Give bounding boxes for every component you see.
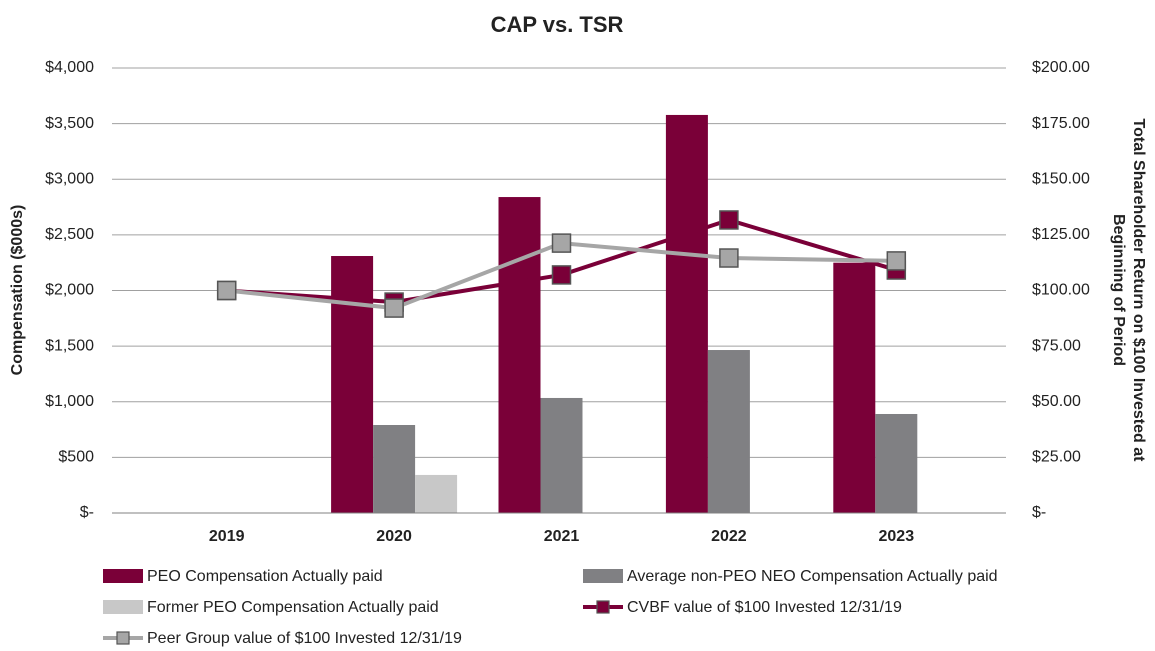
y-tick-label: $4,000 — [45, 59, 94, 76]
legend-swatch — [116, 631, 130, 645]
line-marker — [551, 265, 572, 285]
y-tick-label: $2,500 — [45, 226, 94, 243]
line-marker — [719, 210, 739, 230]
legend-swatch — [583, 569, 623, 583]
y2-tick-label: $50.00 — [1032, 393, 1081, 410]
legend-swatch — [103, 569, 143, 583]
bar — [707, 350, 750, 513]
legend-label: PEO Compensation Actually paid — [147, 568, 383, 585]
y2-tick-label: $125.00 — [1032, 226, 1090, 243]
line-marker — [216, 280, 237, 301]
legend-swatch — [103, 600, 143, 614]
legend-label: CVBF value of $100 Invested 12/31/19 — [627, 599, 902, 616]
bar — [331, 256, 374, 513]
bar — [665, 114, 708, 513]
legend-label: Former PEO Compensation Actually paid — [147, 599, 439, 616]
legend-label: Average non-PEO NEO Compensation Actuall… — [627, 568, 998, 585]
y2-tick-label: $25.00 — [1032, 449, 1081, 466]
x-tick-label: 2023 — [879, 528, 915, 545]
legend-swatch — [596, 600, 610, 614]
x-tick-label: 2022 — [711, 528, 747, 545]
legend-label: Peer Group value of $100 Invested 12/31/… — [147, 630, 462, 647]
y-tick-label: $3,000 — [45, 170, 94, 187]
y2-tick-label: $100.00 — [1032, 282, 1090, 299]
y-axis-title: Compensation ($000s) — [9, 205, 26, 376]
bar — [540, 397, 583, 513]
bar — [875, 413, 918, 513]
x-tick-label: 2020 — [376, 528, 412, 545]
y2-tick-label: $- — [1032, 504, 1046, 521]
chart-title: CAP vs. TSR — [491, 12, 624, 37]
bar — [833, 262, 876, 513]
y2-tick-label: $175.00 — [1032, 115, 1090, 132]
line-marker — [719, 248, 739, 268]
bar — [373, 425, 416, 513]
y-tick-label: $1,000 — [45, 393, 94, 410]
y-tick-label: $- — [80, 504, 94, 521]
y-tick-label: $3,500 — [45, 115, 94, 132]
bar — [415, 474, 458, 513]
y-tick-label: $1,500 — [45, 337, 94, 354]
y2-tick-label: $75.00 — [1032, 337, 1081, 354]
x-tick-label: 2019 — [209, 528, 245, 545]
line-marker — [384, 298, 404, 318]
line-marker — [886, 251, 907, 271]
y-tick-label: $2,000 — [45, 282, 94, 299]
y2-tick-label: $150.00 — [1032, 170, 1090, 187]
y2-axis-title: Beginning of Period — [1110, 214, 1127, 366]
y-tick-label: $500 — [58, 449, 94, 466]
y2-tick-label: $200.00 — [1032, 59, 1090, 76]
bar — [498, 197, 541, 514]
x-tick-label: 2021 — [544, 528, 580, 545]
y2-axis-title: Total Shareholder Return on $100 Investe… — [1130, 119, 1147, 463]
line-marker — [551, 233, 572, 253]
